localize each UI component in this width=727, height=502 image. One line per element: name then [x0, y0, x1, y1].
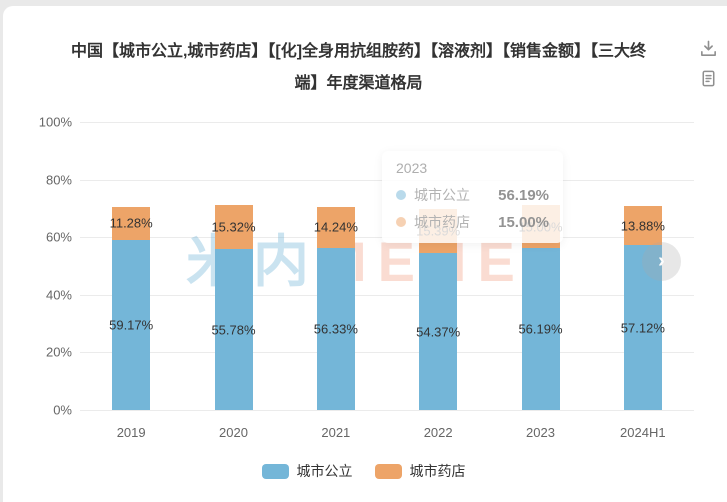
- x-axis-label-2022: 2022: [423, 425, 453, 440]
- tooltip-rows: 城市公立 56.19% 城市药店 15.00%: [396, 185, 549, 232]
- bar-segment-1-2021[interactable]: [316, 206, 355, 248]
- y-axis-tick-label: 0%: [53, 402, 72, 418]
- tooltip-series-dot: [396, 217, 406, 227]
- x-axis-label-2021: 2021: [321, 425, 351, 440]
- bar-segment-0-2020[interactable]: [214, 249, 253, 410]
- y-axis-tick-label: 60%: [45, 229, 72, 245]
- tooltip-row-0: 城市公立 56.19%: [396, 185, 549, 205]
- legend: 城市公立 城市药店: [0, 461, 727, 481]
- y-axis-tick-label: 80%: [45, 172, 72, 188]
- bar-segment-0-2021[interactable]: [316, 247, 355, 410]
- bar-segment-1-2019[interactable]: [112, 207, 151, 240]
- chart-title: 中国【城市公立,城市药店】【[化]全身用抗组胺药】【溶液剂】【销售金额】【三大终…: [36, 36, 681, 100]
- x-axis-label-2023: 2023: [526, 425, 555, 440]
- x-axis-label-2020: 2020: [219, 425, 248, 440]
- bar-segment-0-2023[interactable]: [521, 248, 560, 410]
- x-axis-label-2024H1: 2024H1: [620, 425, 666, 440]
- tooltip-row-1: 城市药店 15.00%: [396, 212, 549, 232]
- next-page-button[interactable]: ›: [642, 242, 681, 281]
- report-document-icon[interactable]: [699, 69, 718, 88]
- download-icon[interactable]: [699, 39, 718, 58]
- y-axis-tick-label: 40%: [45, 287, 72, 303]
- bar-segment-0-2019[interactable]: [112, 239, 151, 410]
- legend-label: 城市药店: [409, 463, 466, 479]
- legend-label: 城市公立: [296, 463, 353, 479]
- bar-segment-1-2024H1[interactable]: [623, 205, 662, 246]
- header-icon-group: [699, 39, 718, 88]
- tooltip-series-label: 城市药店: [414, 214, 470, 230]
- gridline: [80, 410, 694, 411]
- y-axis-tick-label: 20%: [45, 344, 72, 360]
- tooltip-series-value: 56.19%: [498, 186, 549, 204]
- gridline: [80, 294, 694, 296]
- watermark-cn: 米内: [186, 230, 320, 293]
- chart-title-line-2: 端】年度渠道格局: [294, 75, 423, 92]
- chevron-right-icon: ›: [658, 250, 665, 272]
- tooltip: 2023 城市公立 56.19% 城市药店 15.00%: [382, 151, 563, 243]
- bar-segment-0-2022[interactable]: [419, 253, 458, 410]
- x-axis-label-2019: 2019: [116, 425, 146, 440]
- bar-segment-1-2020[interactable]: [214, 205, 253, 250]
- gridline: [80, 352, 694, 354]
- legend-item-0[interactable]: 城市公立: [261, 461, 353, 481]
- legend-swatch: [261, 463, 289, 479]
- tooltip-series-value: 15.00%: [498, 213, 549, 231]
- bar-segment-0-2024H1[interactable]: [623, 245, 662, 410]
- chart-title-line-1: 中国【城市公立,城市药店】【[化]全身用抗组胺药】【溶液剂】【销售金额】【三大终: [70, 43, 647, 60]
- legend-item-1[interactable]: 城市药店: [374, 461, 466, 481]
- tooltip-series-dot: [396, 190, 406, 200]
- legend-swatch: [374, 463, 402, 479]
- tooltip-title: 2023: [396, 160, 428, 176]
- y-axis-tick-label: 100%: [38, 114, 72, 130]
- tooltip-series-label: 城市公立: [414, 187, 470, 203]
- gridline: [80, 122, 694, 123]
